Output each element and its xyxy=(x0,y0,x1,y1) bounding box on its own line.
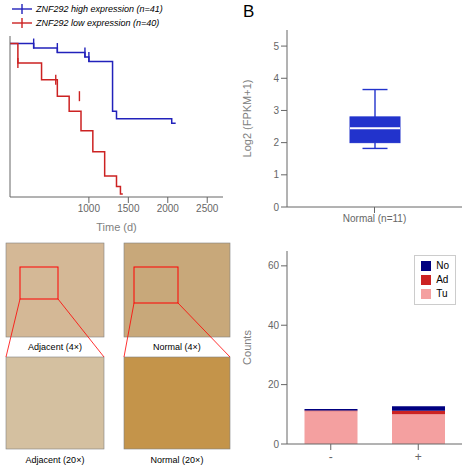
svg-text:Counts: Counts xyxy=(241,330,253,365)
svg-text:20: 20 xyxy=(268,379,280,390)
html-text:Ad: Ad xyxy=(436,274,449,285)
html-text:No: No xyxy=(436,260,449,271)
svg-text:1: 1 xyxy=(273,169,279,180)
svg-text:0: 0 xyxy=(273,439,279,450)
svg-text:Normal (n=11): Normal (n=11) xyxy=(343,213,406,224)
svg-text:60: 60 xyxy=(268,260,280,271)
svg-text:Time (d): Time (d) xyxy=(96,221,137,233)
svg-text:Normal (4×): Normal (4×) xyxy=(153,342,201,352)
svg-text:Normal (20×): Normal (20×) xyxy=(151,455,204,465)
svg-text:3: 3 xyxy=(273,105,279,116)
svg-text:2500: 2500 xyxy=(196,203,219,214)
svg-text:5: 5 xyxy=(273,41,279,52)
svg-text:-: - xyxy=(329,450,333,464)
svg-text:2000: 2000 xyxy=(157,203,180,214)
html-text:B: B xyxy=(243,2,255,21)
html-text:ZNF292 high expression (n=41): ZNF292 high expression (n=41) xyxy=(36,4,163,14)
svg-text:0: 0 xyxy=(273,202,279,213)
html-text:Tu: Tu xyxy=(436,288,448,299)
svg-text:+: + xyxy=(415,450,422,464)
svg-text:40: 40 xyxy=(268,320,280,331)
svg-text:Adjacent (20×): Adjacent (20×) xyxy=(26,455,85,465)
svg-text:Adjacent (4×): Adjacent (4×) xyxy=(28,342,82,352)
svg-text:4: 4 xyxy=(273,73,279,84)
svg-text:Log2 (FPKM+1): Log2 (FPKM+1) xyxy=(241,80,253,158)
svg-text:1500: 1500 xyxy=(117,203,140,214)
svg-text:2: 2 xyxy=(273,137,279,148)
svg-text:1000: 1000 xyxy=(78,203,101,214)
html-text:ZNF292 low expression (n=40): ZNF292 low expression (n=40) xyxy=(36,18,160,28)
